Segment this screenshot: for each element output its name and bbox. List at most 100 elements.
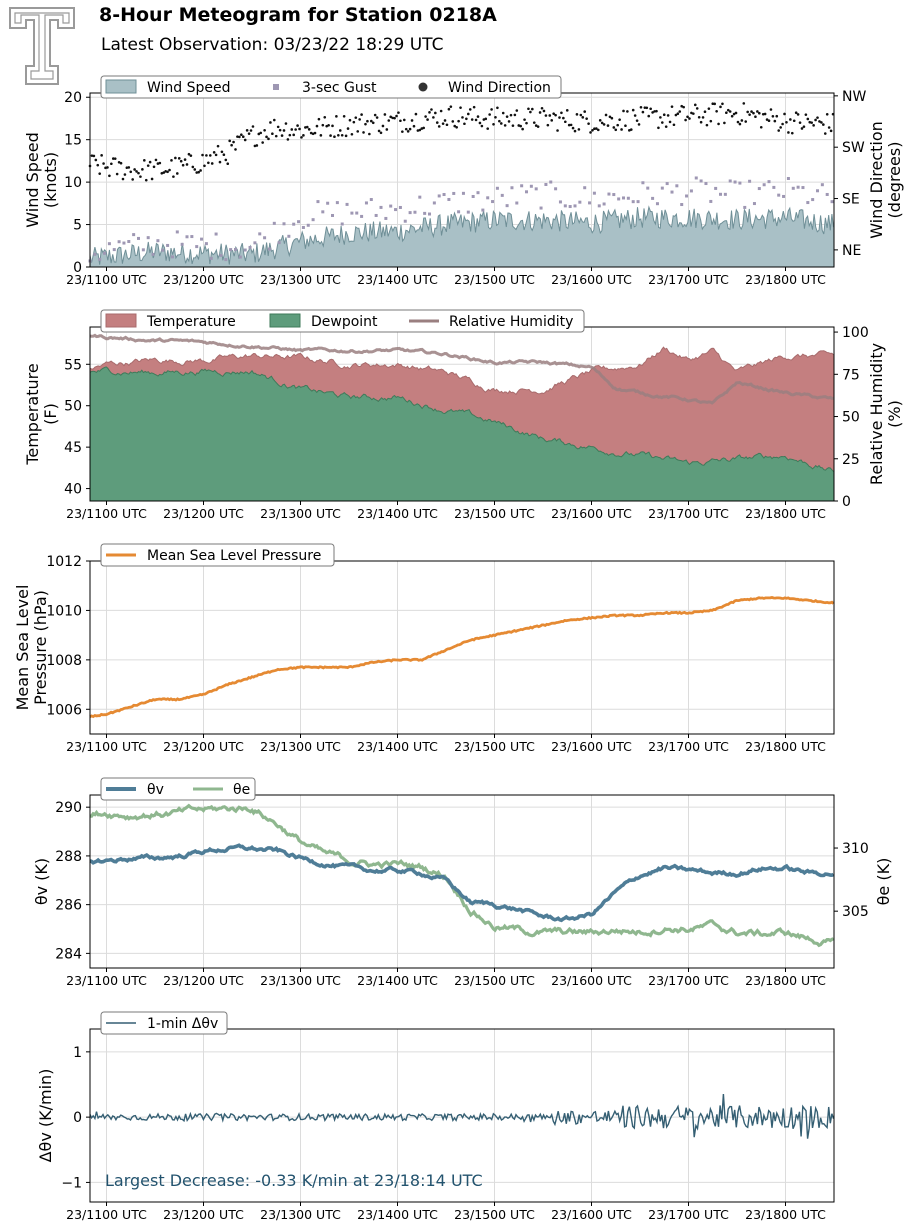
legend-direction-label: Wind Direction: [448, 80, 551, 96]
wind-direction-point: [455, 125, 458, 129]
wind-gust-point: [806, 201, 810, 205]
wind-direction-point: [342, 114, 346, 118]
wind-gust-point: [505, 204, 509, 208]
wind-direction-point: [810, 121, 813, 124]
wind-direction-point: [399, 119, 402, 123]
wind-direction-point: [474, 118, 478, 122]
wind-direction-point: [616, 123, 619, 127]
dtheta-ytick-label: 0: [73, 1110, 82, 1126]
wind-direction-point: [674, 113, 678, 117]
wind-direction-point: [241, 135, 245, 139]
wind-ylabel-line: Wind Speed: [23, 132, 42, 227]
wind-gust-point: [612, 193, 616, 197]
pressure-ytick-label: 1012: [46, 554, 82, 570]
wind-direction-point: [397, 111, 400, 114]
wind-direction-point: [150, 177, 154, 181]
wind-gust-point: [752, 202, 756, 206]
wind-direction-point: [240, 133, 243, 137]
wind-direction-point: [152, 165, 156, 169]
wind-direction-point: [410, 119, 414, 122]
wind-direction-point: [146, 164, 150, 167]
wind-gust-point: [243, 248, 247, 252]
wind-direction-point: [600, 121, 604, 125]
wind-direction-point: [205, 154, 208, 157]
wind-direction-point: [434, 111, 437, 115]
legend-temperature-label: Temperature: [146, 314, 236, 330]
wind-direction-point: [746, 110, 749, 114]
wind-direction-point: [550, 119, 554, 122]
temp-xtick-label: 23/1200 UTC: [163, 506, 244, 521]
temp-ytick-label: 55: [64, 357, 82, 373]
wind-direction-point: [255, 144, 259, 147]
wind-direction-point: [624, 124, 627, 128]
wind-direction-point: [505, 115, 509, 118]
theta-ytick-label: 290: [55, 800, 82, 816]
wind-gust-point: [156, 239, 160, 243]
wind-direction-point: [133, 168, 136, 171]
wind-direction-point: [604, 113, 608, 117]
wind-direction-point: [98, 172, 102, 175]
wind-gust-point: [733, 180, 737, 184]
wind-gust-point: [694, 176, 698, 180]
wind-direction-point: [763, 112, 767, 116]
wind-direction-point: [816, 116, 819, 119]
wind-ytick-label: 10: [64, 175, 82, 191]
wind-direction-point: [344, 134, 348, 138]
wind-direction-point: [245, 129, 249, 132]
wind-direction-point: [340, 133, 344, 137]
wind-direction-point: [777, 129, 781, 132]
wind-direction-point: [742, 102, 746, 105]
wind-direction-point: [532, 121, 536, 124]
wind-direction-point: [395, 114, 398, 118]
wind-gust-point: [665, 182, 669, 186]
wind-ytick-label: 20: [64, 90, 82, 106]
wind-gust-point: [437, 194, 441, 198]
wind-gust-point: [452, 191, 456, 195]
wind-gust-point: [195, 245, 199, 249]
theta-xtick-label: 23/1800 UTC: [745, 973, 826, 988]
wind-direction-point: [368, 132, 371, 136]
legend-wind-speed-label: Wind Speed: [147, 80, 231, 96]
wind-ytick-right-label: SE: [842, 192, 860, 208]
wind-direction-point: [288, 133, 292, 137]
wind-ytick-label: 0: [73, 260, 82, 276]
pressure-legend: [100, 543, 335, 567]
wind-gust-point: [103, 251, 107, 255]
wind-direction-point: [418, 128, 422, 132]
legend-dewpoint-swatch: [269, 313, 301, 328]
dtheta-ylabel: Δθv (K/min): [36, 1069, 55, 1163]
wind-direction-point: [827, 126, 831, 129]
wind-direction-point: [228, 139, 231, 143]
wind-direction-point: [511, 124, 515, 127]
wind-gust-point: [432, 201, 436, 205]
wind-direction-point: [499, 122, 503, 125]
wind-direction-point: [358, 118, 361, 121]
wind-gust-point: [263, 236, 267, 240]
wind-direction-point: [822, 123, 825, 126]
wind-gust-point: [389, 204, 393, 208]
wind-direction-point: [463, 122, 466, 126]
temp-xtick-label: 23/1400 UTC: [357, 506, 438, 521]
wind-direction-point: [825, 113, 829, 116]
wind-direction-point: [812, 124, 815, 127]
wind-direction-point: [765, 118, 769, 121]
wind-direction-point: [560, 111, 563, 115]
wind-gust-point: [301, 225, 305, 229]
wind-gust-point: [738, 181, 742, 185]
wind-gust-point: [224, 258, 228, 262]
temp-ylabel-right-line: (%): [885, 400, 904, 428]
wind-gust-point: [811, 198, 815, 202]
wind-direction-point: [350, 132, 354, 136]
wind-direction-point: [709, 119, 713, 123]
wind-direction-point: [748, 113, 751, 116]
wind-gust-point: [267, 247, 271, 251]
pressure-xtick-label: 23/1500 UTC: [454, 739, 535, 754]
wind-direction-point: [525, 121, 528, 125]
temp-xtick-label: 23/1300 UTC: [260, 506, 341, 521]
wind-direction-point: [164, 170, 167, 173]
wind-direction-point: [758, 111, 761, 115]
wind-gust-point: [166, 243, 170, 247]
theta-e-line: [90, 803, 834, 948]
wind-gust-point: [413, 210, 417, 214]
wind-direction-point: [383, 113, 387, 116]
